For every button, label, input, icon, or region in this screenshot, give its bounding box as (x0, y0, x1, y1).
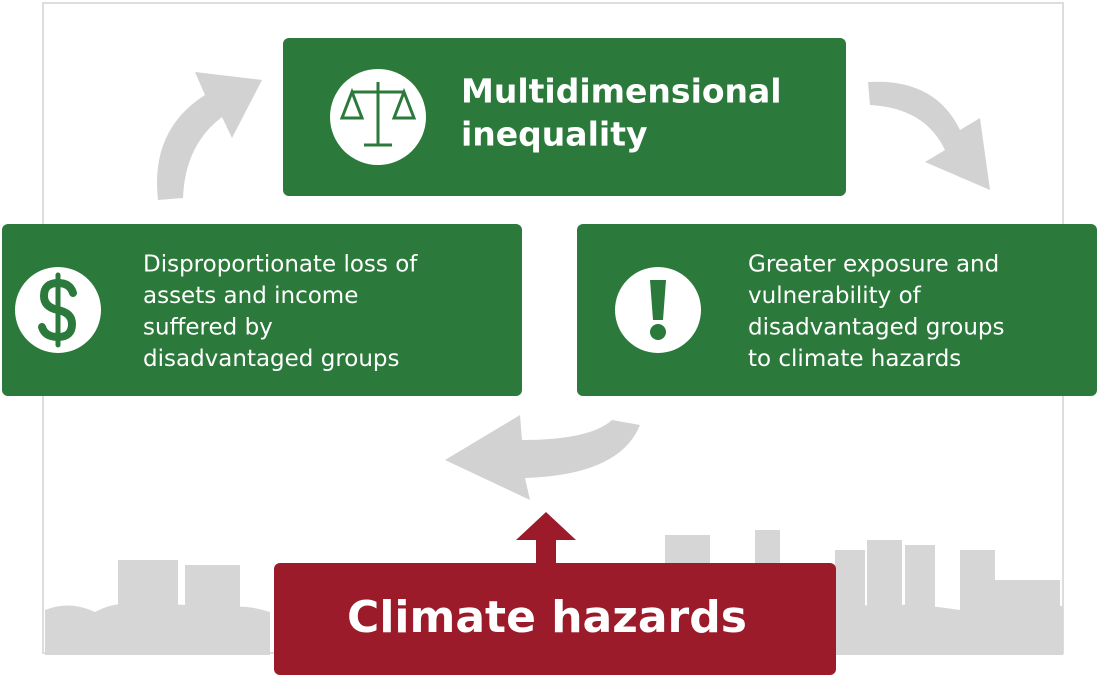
node-label: to climate hazards (748, 346, 961, 372)
exposure-box (577, 224, 1097, 396)
hazards-box (274, 563, 836, 675)
alert-glyph (650, 280, 666, 340)
node-label: Disproportionate loss of (143, 252, 418, 278)
node-label: suffered by (143, 315, 273, 341)
cycle-arrows (156, 72, 990, 500)
dollar-glyph (38, 272, 77, 348)
node-label: Multidimensional (461, 72, 782, 111)
labels: Multidimensional inequality Disproportiona… (143, 72, 1005, 644)
node-label: inequality (461, 115, 647, 154)
node-label: assets and income (143, 283, 358, 309)
loss-box (2, 224, 522, 396)
node-label: disadvantaged groups (748, 315, 1005, 341)
node-label: disadvantaged groups (143, 346, 400, 372)
up-arrow (516, 512, 576, 568)
inequality-box (283, 38, 846, 196)
node-label: Climate hazards (347, 592, 747, 643)
scales-glyph (339, 82, 417, 147)
node-label: Greater exposure and (748, 252, 999, 278)
node-label: vulnerability of (748, 283, 922, 309)
